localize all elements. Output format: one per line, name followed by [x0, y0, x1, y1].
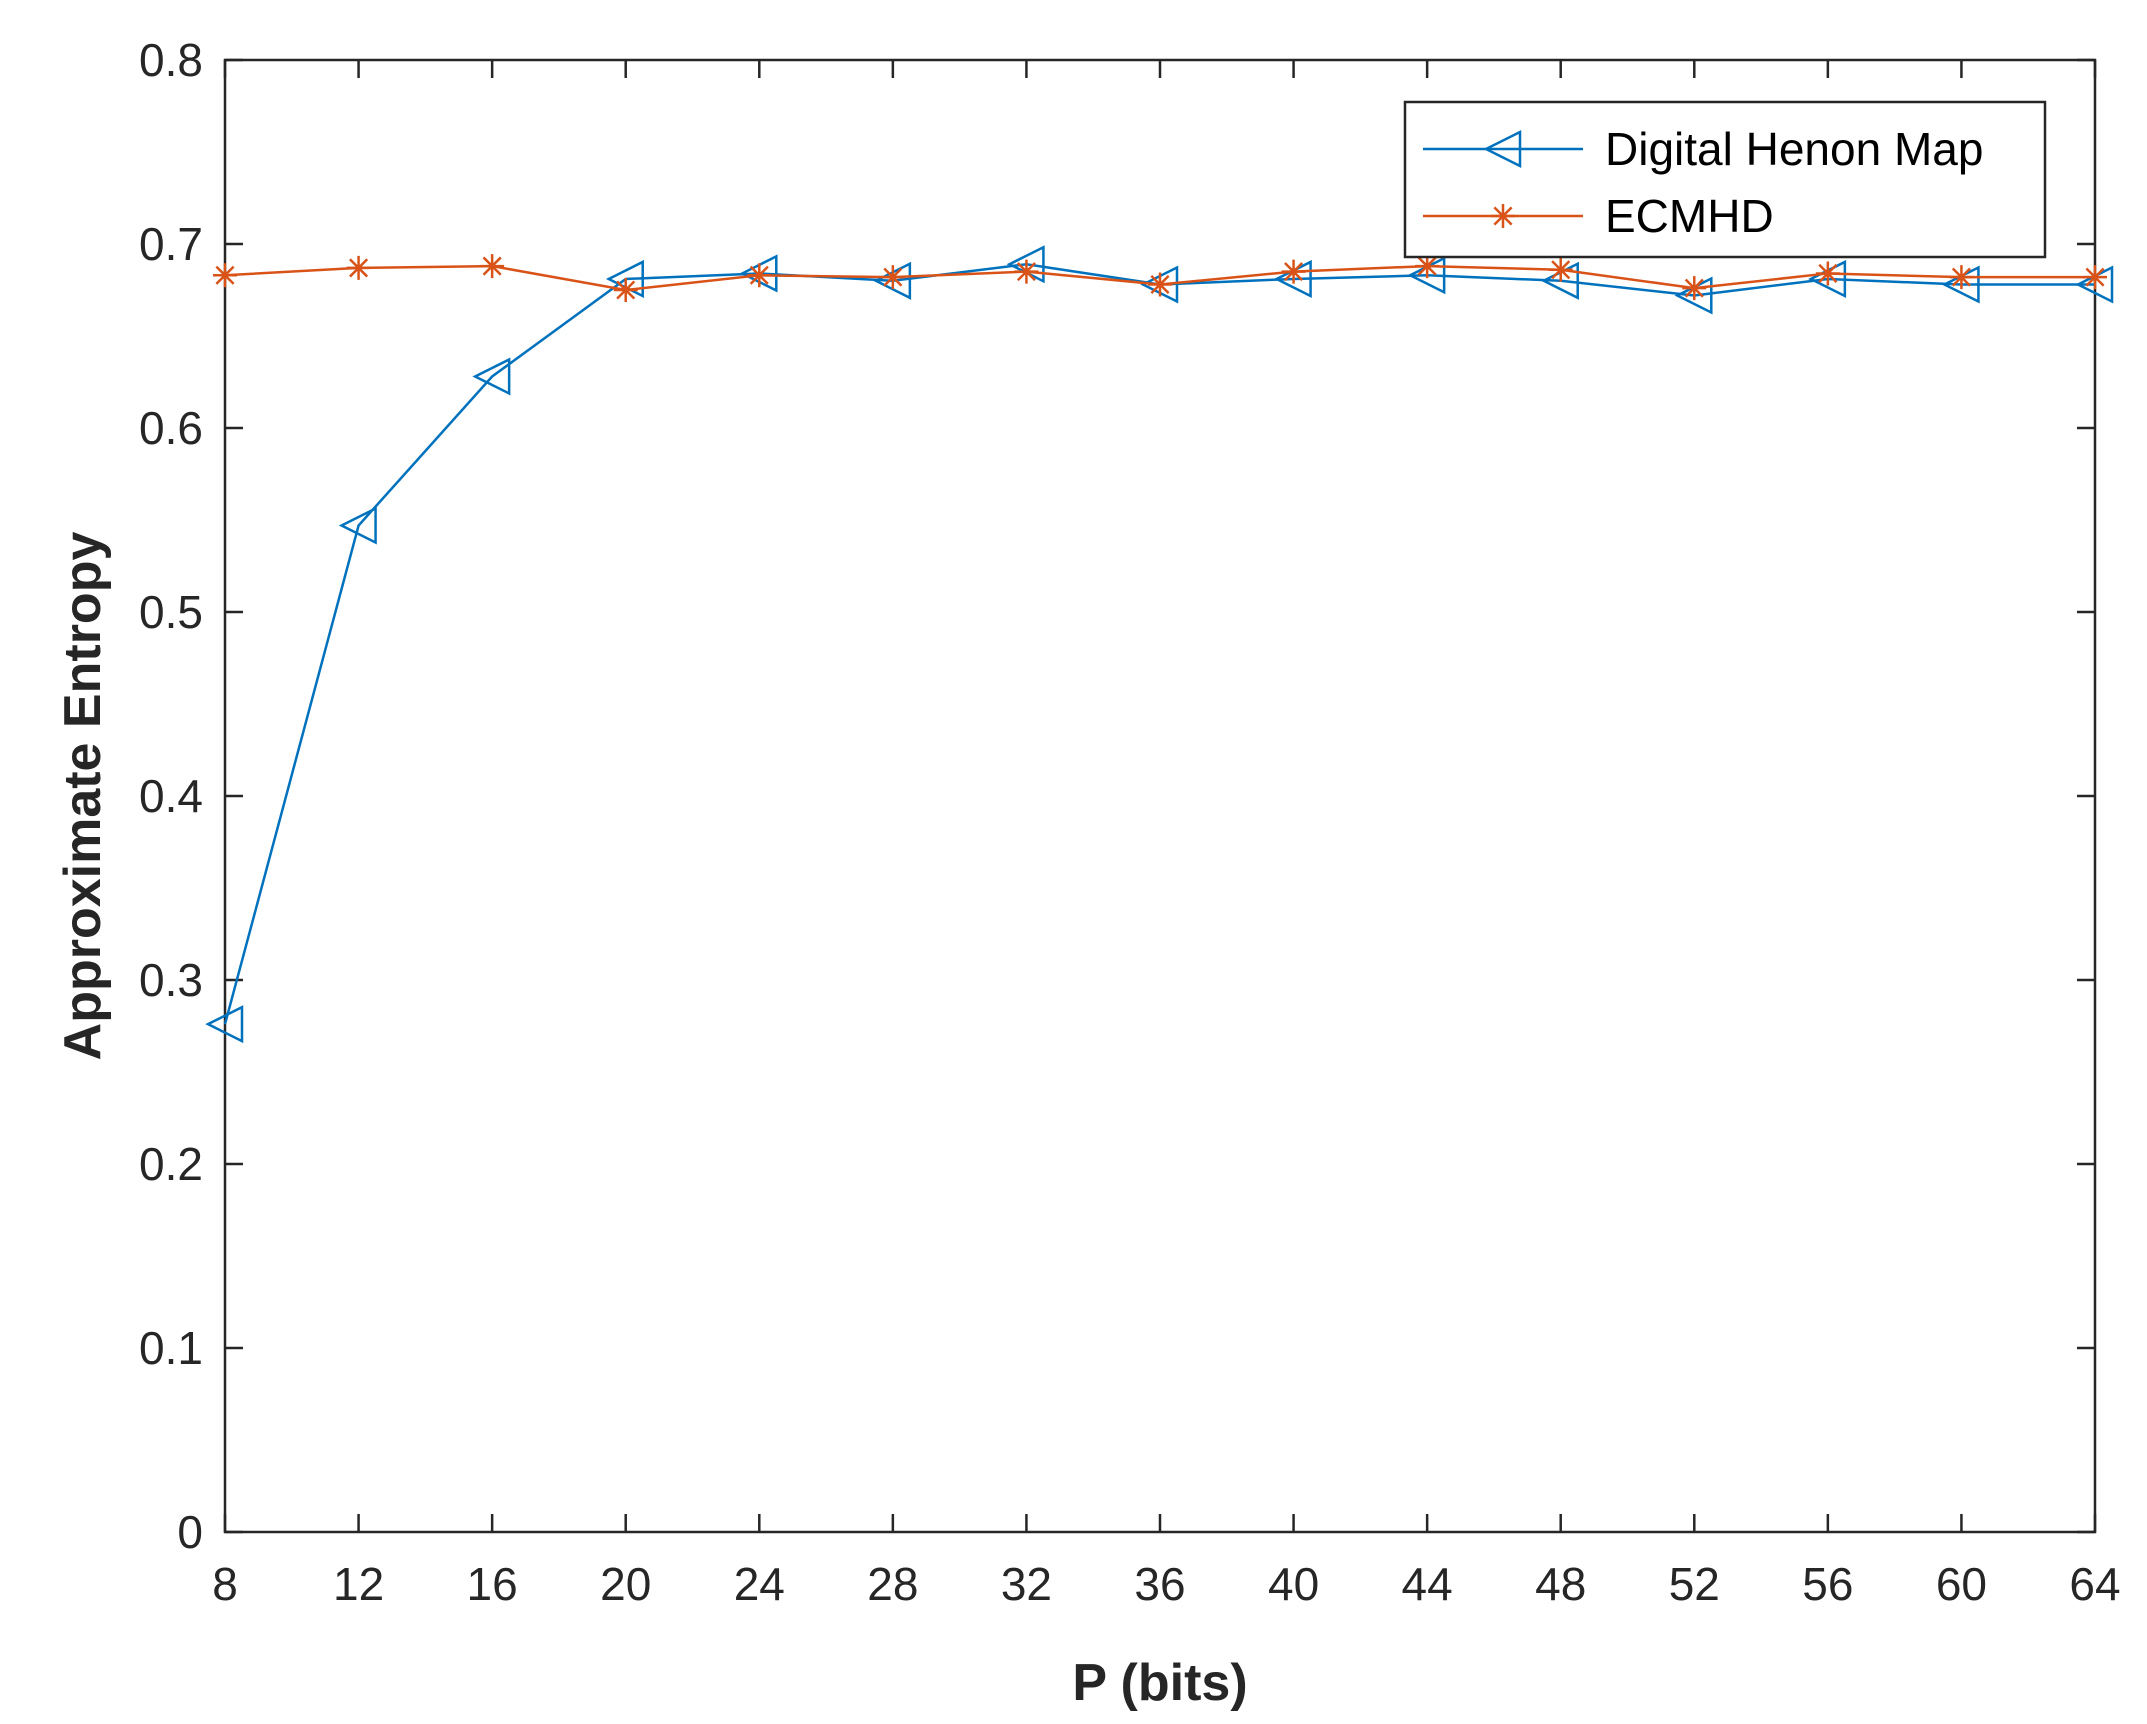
data-point [1548, 257, 1573, 282]
y-tick-label: 0.8 [139, 34, 203, 86]
y-tick-label: 0.3 [139, 954, 203, 1006]
data-point [613, 278, 638, 302]
y-tick-label: 0.2 [139, 1138, 203, 1190]
legend-item: ECMHD [1423, 190, 1774, 242]
data-point [346, 255, 371, 280]
x-tick-label: 52 [1669, 1558, 1720, 1610]
data-point [1682, 276, 1707, 301]
legend-box [1403, 100, 2047, 259]
y-tick-label: 0.1 [139, 1322, 203, 1374]
data-point [338, 506, 377, 545]
data-point [1148, 272, 1172, 297]
data-point [747, 263, 772, 288]
x-tick-label: 32 [1001, 1558, 1052, 1610]
data-point [480, 254, 505, 279]
data-point [1281, 259, 1306, 284]
x-axis-title: P (bits) [1072, 1654, 1247, 1712]
data-point [880, 265, 905, 290]
x-tick-label: 12 [333, 1558, 384, 1610]
plot-area [205, 58, 2114, 1534]
y-tick-labels: 0 0.1 0.2 0.3 0.4 0.5 0.6 0.7 0.8 [139, 34, 203, 1558]
x-tick-label: 20 [600, 1558, 651, 1610]
legend-label: ECMHD [1605, 190, 1774, 242]
data-point [1949, 265, 1974, 290]
data-point [205, 1005, 244, 1044]
x-tick-label: 8 [212, 1558, 238, 1610]
y-tick-label: 0.7 [139, 218, 203, 270]
x-tick-label: 48 [1535, 1558, 1586, 1610]
legend: Digital Henon Map ECMHD [1403, 100, 2047, 259]
data-point [1815, 261, 1840, 286]
data-point [472, 357, 511, 396]
x-tick-label: 56 [1802, 1558, 1853, 1610]
y-tick-label: 0.6 [139, 402, 203, 454]
x-tick-label: 16 [467, 1558, 518, 1610]
data-point [2083, 265, 2107, 290]
legend-item: Digital Henon Map [1423, 123, 1983, 175]
series-ecmhd [213, 254, 2107, 302]
legend-marker [1491, 204, 1515, 228]
x-tick-label: 40 [1268, 1558, 1319, 1610]
legend-label: Digital Henon Map [1605, 123, 1983, 175]
x-tick-label: 44 [1402, 1558, 1453, 1610]
x-tick-label: 36 [1134, 1558, 1185, 1610]
data-point [213, 263, 237, 288]
y-axis-title: Approximate Entropy [54, 532, 112, 1061]
x-tick-labels: 8 12 16 20 24 28 32 36 40 44 48 52 56 60 64 [212, 1558, 2120, 1610]
y-tick-label: 0 [177, 1506, 203, 1558]
x-tick-label: 24 [734, 1558, 785, 1610]
y-tick-label: 0.5 [139, 586, 203, 638]
data-point [1014, 259, 1039, 284]
x-tick-label: 64 [2069, 1558, 2120, 1610]
y-tick-label: 0.4 [139, 770, 203, 822]
x-tick-label: 28 [867, 1558, 918, 1610]
legend-marker [1483, 129, 1522, 169]
x-tick-label: 60 [1936, 1558, 1987, 1610]
data-point [1415, 254, 1440, 279]
